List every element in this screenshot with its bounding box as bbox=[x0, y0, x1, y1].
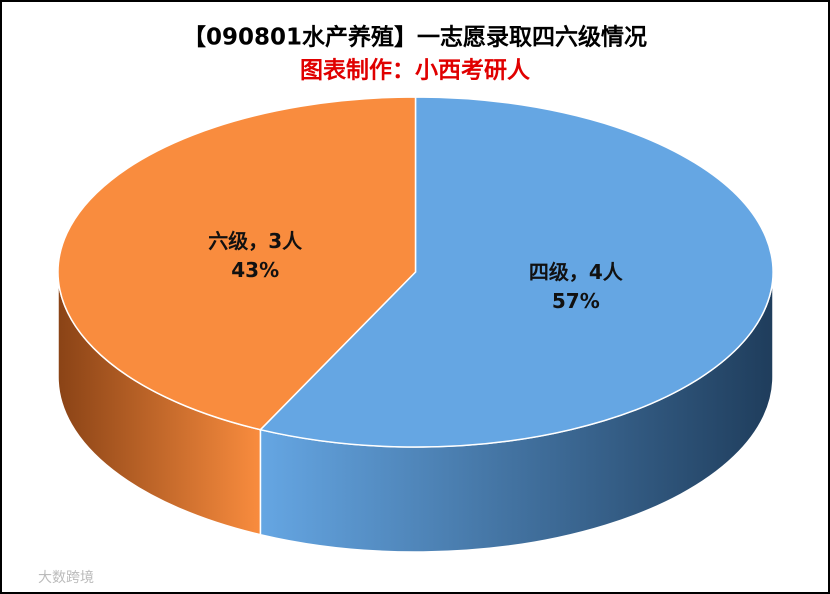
data-label: 六级，3人 bbox=[208, 229, 303, 253]
percent-label: 57% bbox=[552, 289, 600, 313]
chart-title: 【090801水产养殖】一志愿录取四六级情况 bbox=[183, 24, 647, 51]
pie-slice bbox=[258, 96, 774, 448]
data-label: 四级，4人 bbox=[529, 260, 624, 284]
pie-slice bbox=[57, 96, 417, 431]
percent-label: 43% bbox=[231, 258, 279, 282]
chart-subtitle: 图表制作：小西考研人 bbox=[300, 58, 531, 84]
watermark: 大数跨境 bbox=[38, 570, 94, 586]
